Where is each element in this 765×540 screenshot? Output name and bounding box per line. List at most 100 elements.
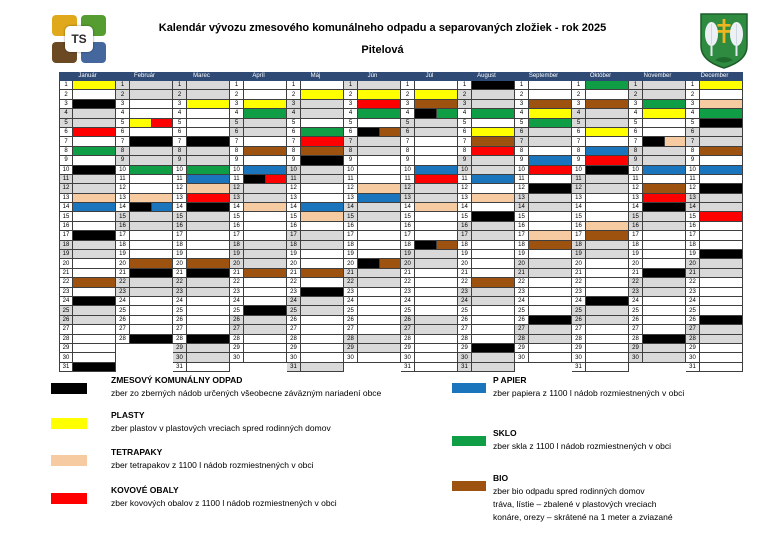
ts-logo-text: TS <box>65 26 93 52</box>
day-row: 9 <box>344 156 401 166</box>
day-row: 20 <box>59 259 116 269</box>
day-cell <box>642 184 686 194</box>
empty-mark <box>472 334 514 343</box>
day-number: 5 <box>59 118 72 128</box>
day-number: 11 <box>173 174 186 185</box>
day-number: 11 <box>572 174 585 185</box>
weekend-mark <box>244 193 286 203</box>
day-number: 28 <box>401 334 414 344</box>
day-number: 3 <box>629 99 642 110</box>
day-row: 9 <box>116 156 173 166</box>
day-number: 10 <box>344 165 357 175</box>
day-number: 11 <box>230 174 243 185</box>
glass-mark <box>244 109 286 118</box>
day-row: 23 <box>401 287 458 297</box>
empty-mark <box>73 259 115 268</box>
day-number: 28 <box>116 334 129 344</box>
day-row: 23 <box>287 287 344 297</box>
empty-mark <box>529 174 571 184</box>
day-row: 7 <box>59 137 116 147</box>
empty-mark <box>472 325 514 334</box>
day-cell <box>414 137 458 147</box>
day-row: 4 <box>458 109 515 119</box>
day-row: 29 <box>230 343 287 354</box>
mixed-waste-swatch <box>51 383 87 394</box>
day-cell <box>414 325 458 335</box>
day-row: 16 <box>344 221 401 232</box>
month-header: August <box>458 72 515 81</box>
day-cell <box>72 81 116 91</box>
weekend-mark <box>130 278 172 287</box>
legend-desc: tráva, lístie – zbalené v plastových vre… <box>493 499 657 509</box>
day-number: 27 <box>344 325 357 335</box>
day-number: 15 <box>59 212 72 222</box>
day-cell <box>699 156 743 166</box>
day-row: 11 <box>173 174 230 185</box>
day-number: 20 <box>59 259 72 269</box>
empty-mark <box>73 353 115 362</box>
day-cell <box>528 278 572 288</box>
day-cell <box>300 353 344 363</box>
mixed-waste-mark <box>244 306 286 315</box>
day-number: 22 <box>686 278 699 288</box>
day-number: 31 <box>572 362 585 373</box>
day-number: 23 <box>287 287 300 297</box>
day-cell <box>642 109 686 119</box>
day-row: 16 <box>230 221 287 232</box>
day-row: 2 <box>629 90 686 100</box>
legend-desc: konáre, orezy – skrátené na 1 meter a zv… <box>493 512 673 522</box>
day-row: 28 <box>59 334 116 344</box>
day-row: 26 <box>629 315 686 326</box>
day-number: 1 <box>116 81 129 91</box>
day-row: 4 <box>116 109 173 119</box>
day-row: 27 <box>458 325 515 335</box>
day-cell <box>471 127 515 138</box>
day-cell <box>243 334 287 344</box>
weekend-mark <box>358 137 400 146</box>
empty-mark <box>358 306 400 315</box>
bio-mark <box>378 259 400 268</box>
day-cell <box>642 137 686 147</box>
day-number: 11 <box>344 174 357 185</box>
day-number: 10 <box>572 165 585 175</box>
day-number: 30 <box>686 353 699 363</box>
day-row: 5 <box>629 118 686 128</box>
day-row: 27 <box>629 325 686 335</box>
day-cell <box>243 240 287 251</box>
plastics-mark <box>700 81 742 90</box>
day-row: 7 <box>287 137 344 147</box>
weekend-mark <box>130 287 172 296</box>
empty-mark <box>586 137 628 146</box>
day-row: 4 <box>287 109 344 119</box>
day-cell <box>186 212 230 222</box>
empty-mark <box>472 315 514 325</box>
day-number: 12 <box>629 184 642 194</box>
day-cell <box>72 362 116 373</box>
day-cell <box>699 127 743 138</box>
empty-mark <box>700 287 742 296</box>
empty-mark <box>529 296 571 306</box>
day-cell <box>642 193 686 204</box>
empty-mark <box>244 353 286 362</box>
day-row: 30 <box>173 353 230 363</box>
day-number: 3 <box>686 99 699 110</box>
empty-mark <box>643 306 685 315</box>
day-row: 23 <box>116 287 173 297</box>
day-number: 26 <box>458 315 471 326</box>
empty-mark <box>244 90 286 99</box>
weekend-mark <box>187 146 229 156</box>
empty-mark <box>586 203 628 212</box>
metal-mark <box>586 156 628 165</box>
day-number: 19 <box>458 250 471 260</box>
empty-mark <box>244 343 286 353</box>
month-header: December <box>686 72 743 81</box>
empty-mark <box>586 278 628 287</box>
day-cell <box>699 118 743 128</box>
tetrapak-mark <box>301 212 343 221</box>
weekend-mark <box>130 146 172 156</box>
day-cell <box>72 156 116 166</box>
day-row: 19 <box>572 250 629 260</box>
day-number: 22 <box>458 278 471 288</box>
day-cell <box>414 221 458 232</box>
mixed-waste-mark <box>187 203 229 212</box>
